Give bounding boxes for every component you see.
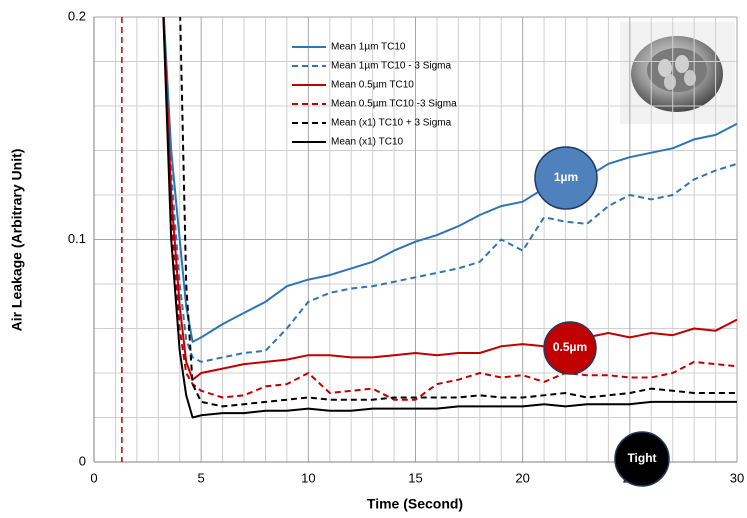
x-tick-label: 20 bbox=[515, 470, 529, 485]
legend-label: Mean 0.5µm TC10 -3 Sigma bbox=[331, 99, 457, 110]
photo-inset bbox=[620, 22, 735, 124]
x-axis-title: Time (Second) bbox=[367, 496, 463, 512]
plot-lines bbox=[162, 17, 737, 419]
series-line bbox=[162, 17, 737, 401]
y-axis-title: Air Leakage (Arbitrary Unit) bbox=[9, 149, 25, 332]
annotation-bubble bbox=[614, 431, 670, 487]
x-tick-label: 30 bbox=[730, 470, 744, 485]
y-tick-label: 0.2 bbox=[68, 8, 86, 23]
annotation-label: Tight bbox=[627, 451, 656, 465]
annotation-label: 0.5µm bbox=[553, 340, 587, 354]
legend-label: Mean 0.5µm TC10 bbox=[331, 80, 414, 91]
x-tick-label: 15 bbox=[408, 470, 422, 485]
legend-label: Mean 1µm TC10 - 3 Sigma bbox=[331, 61, 452, 72]
annotation-label: 1µm bbox=[554, 170, 578, 184]
y-tick-label: 0.1 bbox=[68, 231, 86, 246]
x-tick-label: 0 bbox=[90, 470, 97, 485]
series-line bbox=[162, 17, 737, 363]
x-tick-label: 10 bbox=[301, 470, 315, 485]
legend-label: Mean (x1) TC10 bbox=[331, 137, 404, 148]
x-tick-label: 5 bbox=[198, 470, 205, 485]
series-line bbox=[162, 17, 737, 381]
legend: Mean 1µm TC10 Mean 1µm TC10 - 3 Sigma Mean… bbox=[292, 42, 457, 148]
series-line bbox=[162, 17, 737, 343]
series-line bbox=[179, 17, 737, 408]
series-line bbox=[162, 17, 737, 419]
legend-label: Mean 1µm TC10 bbox=[331, 42, 406, 53]
y-tick-label: 0 bbox=[79, 453, 86, 468]
annotation-bubble bbox=[543, 321, 597, 375]
annotation-bubble bbox=[534, 146, 598, 210]
legend-label: Mean (x1) TC10 + 3 Sigma bbox=[331, 118, 452, 129]
